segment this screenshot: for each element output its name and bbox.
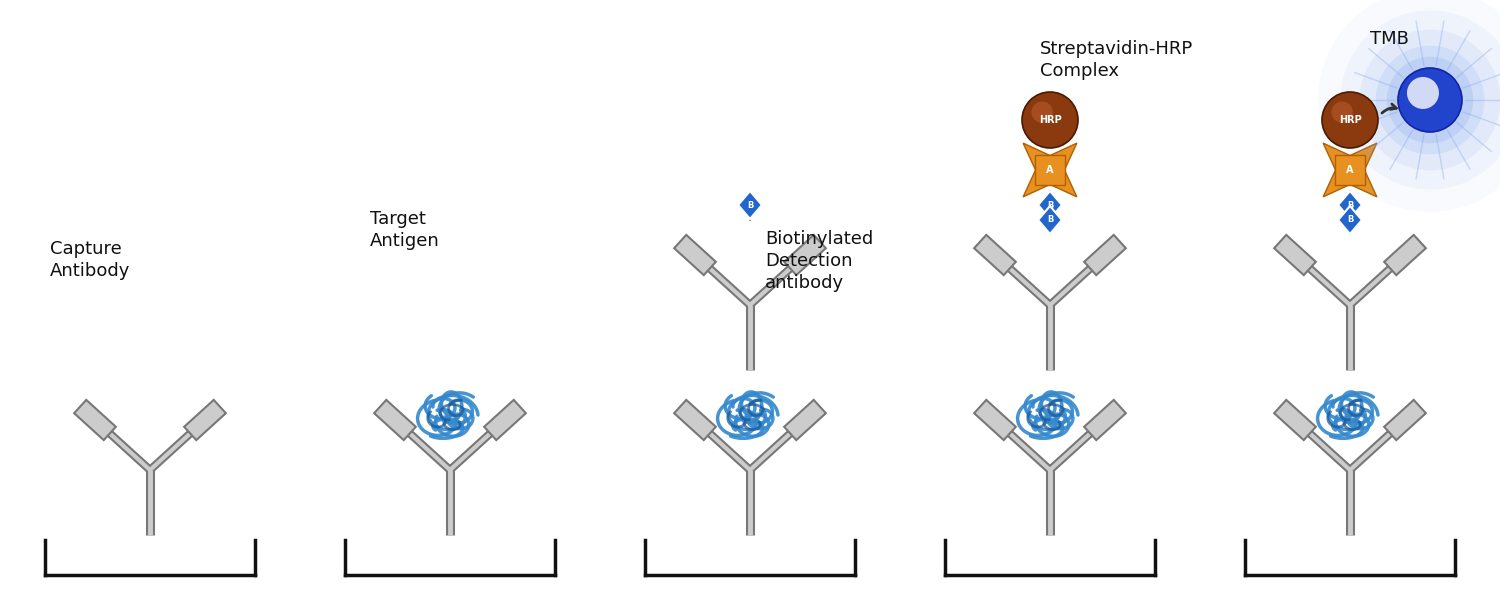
FancyBboxPatch shape <box>1335 155 1365 185</box>
Circle shape <box>1388 57 1473 143</box>
Polygon shape <box>1274 400 1316 440</box>
Text: B: B <box>1347 215 1353 224</box>
Polygon shape <box>74 400 116 440</box>
Circle shape <box>1032 101 1053 123</box>
Polygon shape <box>1038 191 1062 219</box>
Polygon shape <box>1338 206 1362 234</box>
Polygon shape <box>738 191 762 219</box>
Polygon shape <box>374 400 416 440</box>
Text: Capture
Antibody: Capture Antibody <box>50 240 130 280</box>
Polygon shape <box>1040 160 1077 197</box>
Text: HRP: HRP <box>1038 115 1062 125</box>
FancyBboxPatch shape <box>1035 155 1065 185</box>
Text: Biotinylated
Detection
antibody: Biotinylated Detection antibody <box>765 230 873 292</box>
Polygon shape <box>674 400 716 440</box>
Polygon shape <box>1340 160 1377 197</box>
Text: B: B <box>1347 200 1353 209</box>
Polygon shape <box>1384 400 1426 440</box>
Polygon shape <box>1274 235 1316 275</box>
Polygon shape <box>784 235 826 275</box>
Text: A: A <box>1347 165 1353 175</box>
Polygon shape <box>484 400 526 440</box>
Polygon shape <box>1038 206 1062 234</box>
Text: HRP: HRP <box>1338 115 1362 125</box>
Polygon shape <box>184 400 226 440</box>
Polygon shape <box>1084 400 1126 440</box>
Text: B: B <box>1047 215 1053 224</box>
Circle shape <box>1376 46 1485 154</box>
Polygon shape <box>1384 235 1426 275</box>
Circle shape <box>1022 92 1078 148</box>
Polygon shape <box>1040 143 1077 180</box>
Circle shape <box>1322 92 1378 148</box>
Polygon shape <box>974 235 1016 275</box>
Polygon shape <box>974 400 1016 440</box>
Circle shape <box>1407 77 1438 109</box>
Polygon shape <box>1084 235 1126 275</box>
Text: Streptavidin-HRP
Complex: Streptavidin-HRP Complex <box>1040 40 1194 80</box>
Circle shape <box>1359 29 1500 170</box>
Circle shape <box>1318 0 1500 212</box>
Circle shape <box>1398 68 1462 132</box>
Polygon shape <box>1023 160 1060 197</box>
Text: A: A <box>1047 165 1053 175</box>
Text: Target
Antigen: Target Antigen <box>370 210 440 250</box>
Text: B: B <box>1047 200 1053 209</box>
Text: B: B <box>747 200 753 209</box>
Polygon shape <box>1323 160 1360 197</box>
Polygon shape <box>1338 191 1362 219</box>
Polygon shape <box>784 400 826 440</box>
Circle shape <box>1332 101 1353 123</box>
Polygon shape <box>1340 143 1377 180</box>
Text: TMB: TMB <box>1370 30 1408 48</box>
Polygon shape <box>1023 143 1060 180</box>
Polygon shape <box>1323 143 1360 180</box>
Polygon shape <box>674 235 716 275</box>
Circle shape <box>1341 10 1500 190</box>
